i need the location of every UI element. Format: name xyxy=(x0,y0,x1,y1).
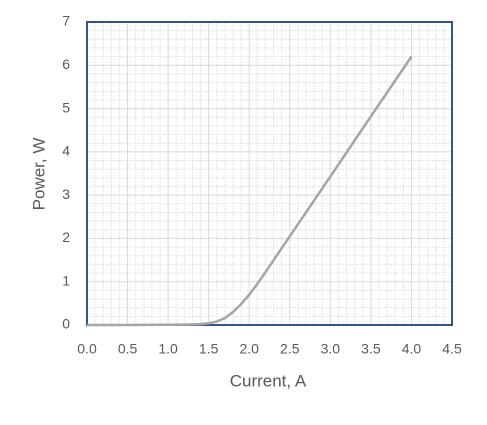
y-tick-label: 3 xyxy=(62,186,70,202)
y-tick-label: 0 xyxy=(62,316,70,332)
x-tick-label: 1.5 xyxy=(199,341,219,357)
x-tick-label: 0.0 xyxy=(77,341,97,357)
y-tick-label: 5 xyxy=(62,99,70,115)
x-axis-title: Current, A xyxy=(230,371,307,390)
y-tick-label: 4 xyxy=(62,143,70,159)
x-tick-label: 3.5 xyxy=(361,341,381,357)
x-tick-label: 1.0 xyxy=(158,341,178,357)
y-tick-label: 7 xyxy=(62,13,70,29)
y-tick-label: 1 xyxy=(62,272,70,288)
y-tick-label: 2 xyxy=(62,229,70,245)
x-tick-label: 3.0 xyxy=(321,341,341,357)
y-axis-title: Power, W xyxy=(29,138,48,211)
y-tick-label: 6 xyxy=(62,56,70,72)
x-tick-label: 2.0 xyxy=(239,341,259,357)
x-tick-label: 0.5 xyxy=(118,341,138,357)
x-tick-label: 2.5 xyxy=(280,341,300,357)
x-tick-label: 4.0 xyxy=(402,341,422,357)
data-line xyxy=(87,55,413,327)
plot-frame xyxy=(86,21,453,326)
x-tick-label: 4.5 xyxy=(442,341,462,357)
